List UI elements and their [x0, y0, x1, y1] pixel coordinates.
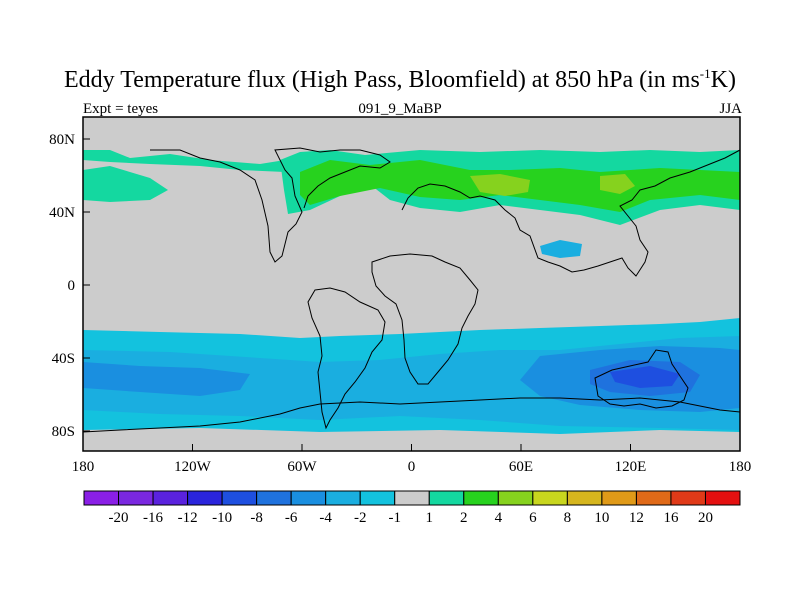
y-axis-labels: 80N 40N 0 40S 80S: [49, 132, 75, 440]
contour-region-siberia-max: [600, 174, 635, 194]
colorbar-swatch: [187, 490, 223, 506]
colorbar-label: -16: [143, 510, 163, 526]
contour-region-antarctic-shelf: [83, 428, 740, 451]
contour-region-north-pacific: [83, 166, 168, 202]
contour-region-arctic-strip: [83, 150, 300, 172]
y-tick-label: 40S: [52, 351, 75, 367]
colorbar-label: -20: [109, 510, 129, 526]
colorbar-swatch: [290, 490, 327, 506]
coastline-africa: [371, 253, 479, 385]
colorbar-swatch: [325, 490, 361, 506]
colorbar-label: 4: [495, 510, 503, 526]
coastline-europe-asia: [401, 149, 740, 277]
coastline-australia: [594, 349, 689, 409]
contour-region-asia-negative: [540, 240, 582, 258]
run-id-label: 091_9_MaBP: [358, 101, 442, 117]
plot-title: Eddy Temperature flux (High Pass, Bloomf…: [64, 66, 736, 93]
map-plot-area: [83, 117, 740, 451]
colorbar-label: -8: [250, 510, 263, 526]
x-tick-label: 180: [72, 459, 95, 475]
colorbar-swatch: [83, 490, 120, 506]
y-tick-label: 80S: [52, 424, 75, 440]
colorbar-label: 2: [460, 510, 468, 526]
x-tick-label: 0: [408, 459, 416, 475]
axis-ticks: [82, 138, 741, 451]
colorbar-label: -1: [388, 510, 401, 526]
colorbar-swatch: [463, 490, 499, 506]
coastlines: [83, 147, 740, 433]
colorbar-swatch: [566, 490, 603, 506]
colorbar-label: 6: [529, 510, 537, 526]
coastline-south-america: [307, 287, 386, 430]
colorbar-swatch: [118, 490, 154, 506]
colorbar-label: 16: [663, 510, 679, 526]
colorbar-swatch: [256, 490, 292, 506]
x-axis-labels: 180 120W 60W 0 60E 120E 180: [72, 459, 752, 475]
colorbar-swatch: [497, 490, 534, 506]
colorbar-swatch: [394, 490, 430, 506]
colorbar-label: -6: [285, 510, 298, 526]
colorbar-label: 12: [629, 510, 644, 526]
colorbar-label: -2: [354, 510, 367, 526]
colorbar-swatch: [152, 490, 189, 506]
y-tick-label: 0: [68, 278, 76, 294]
colorbar-swatch: [359, 490, 396, 506]
contour-region-southern-deep: [83, 362, 250, 396]
y-tick-label: 80N: [49, 132, 75, 148]
colorbar-swatch: [635, 490, 672, 506]
colorbar-swatch: [532, 490, 568, 506]
contour-region-australia-south-max: [610, 366, 680, 388]
colorbar-swatch: [704, 490, 741, 506]
x-tick-label: 60W: [287, 459, 317, 475]
colorbar-label: -10: [212, 510, 232, 526]
x-tick-label: 120E: [615, 459, 647, 475]
colorbar-swatch: [221, 490, 258, 506]
x-tick-label: 60E: [509, 459, 533, 475]
colorbar-label: -12: [178, 510, 198, 526]
colorbar-label: -4: [319, 510, 332, 526]
colorbar-label: 20: [698, 510, 713, 526]
contour-region-eurasia-max: [470, 174, 530, 196]
x-tick-label: 120W: [174, 459, 212, 475]
colorbar-label: 8: [564, 510, 572, 526]
colorbar-swatch: [670, 490, 706, 506]
colorbar-label: 10: [594, 510, 609, 526]
experiment-label: Expt = teyes: [83, 101, 159, 117]
season-label: JJA: [719, 101, 742, 117]
colorbar-swatch: [428, 490, 465, 506]
y-tick-label: 40N: [49, 205, 75, 221]
coastline-north-america: [150, 147, 391, 263]
coastline-antarctica: [83, 397, 740, 433]
colorbar: -20 -16 -12 -10 -8 -6 -4 -2 -1 1 2 4 6 8 10 12 16 20: [83, 490, 741, 526]
x-tick-label: 180: [729, 459, 752, 475]
colorbar-label: 1: [426, 510, 434, 526]
colorbar-swatch: [601, 490, 637, 506]
